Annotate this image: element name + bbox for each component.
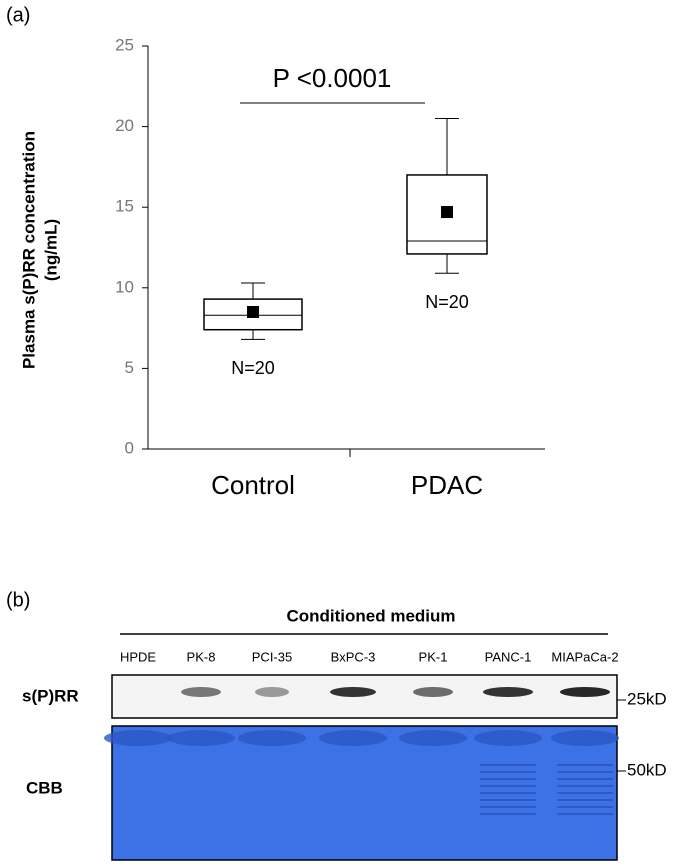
- blot-header: Conditioned medium: [286, 606, 455, 625]
- mean-marker: [441, 206, 453, 219]
- y-tick-label: 25: [115, 35, 134, 54]
- lane-label: PCI-35: [252, 649, 292, 664]
- n-label: N=20: [231, 358, 275, 378]
- band: [181, 687, 221, 697]
- band: [330, 687, 376, 697]
- blot-srr: [111, 674, 618, 719]
- cbb-band: [551, 730, 619, 746]
- marker-label: 25kD: [627, 689, 667, 708]
- panel-label: (b): [6, 589, 30, 611]
- y-tick-label: 10: [115, 277, 134, 296]
- y-axis-label: Plasma s(P)RR concentration: [19, 131, 38, 369]
- row-label: s(P)RR: [22, 686, 79, 705]
- mean-marker: [247, 305, 259, 318]
- y-tick-label: 0: [125, 438, 134, 457]
- lane-label: BxPC-3: [331, 649, 376, 664]
- cbb-band: [399, 730, 467, 746]
- box: [203, 298, 303, 331]
- lane-label: PANC-1: [485, 649, 532, 664]
- cbb-band: [238, 730, 306, 746]
- blot-cbb: [111, 725, 618, 861]
- cbb-band: [104, 730, 172, 746]
- row-label: CBB: [26, 778, 63, 797]
- lane-label: HPDE: [120, 649, 156, 664]
- y-tick-label: 20: [115, 116, 134, 135]
- y-axis-label: (ng/mL): [41, 219, 60, 281]
- n-label: N=20: [425, 292, 469, 312]
- lane-label: PK-1: [419, 649, 448, 664]
- lane-label: PK-8: [187, 649, 216, 664]
- x-tick-label: PDAC: [411, 470, 483, 500]
- lane-label: MIAPaCa-2: [551, 649, 618, 664]
- x-tick-label: Control: [211, 470, 295, 500]
- panel-label: (a): [6, 4, 30, 26]
- cbb-band: [319, 730, 387, 746]
- band: [413, 687, 453, 697]
- cbb-band: [167, 730, 235, 746]
- y-tick-label: 5: [125, 358, 134, 377]
- y-tick-label: 15: [115, 197, 134, 216]
- band: [255, 687, 289, 697]
- box: [406, 174, 488, 255]
- cbb-band: [474, 730, 542, 746]
- band: [483, 687, 533, 697]
- band: [560, 687, 610, 697]
- p-value: P <0.0001: [273, 63, 392, 93]
- marker-label: 50kD: [627, 760, 667, 779]
